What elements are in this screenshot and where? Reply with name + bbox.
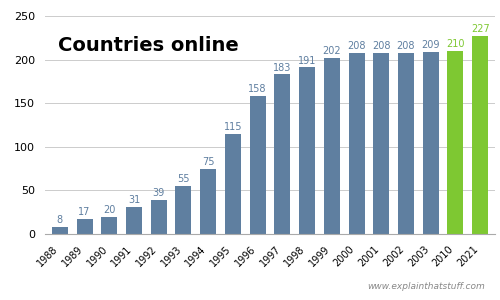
Text: 39: 39 xyxy=(152,188,165,198)
Text: 208: 208 xyxy=(348,41,366,51)
Text: 183: 183 xyxy=(273,63,291,73)
Bar xyxy=(101,217,117,234)
Bar xyxy=(126,207,142,234)
Bar xyxy=(200,169,216,234)
Bar xyxy=(299,68,315,234)
Text: 202: 202 xyxy=(322,46,341,56)
Text: 209: 209 xyxy=(422,40,440,50)
Text: 208: 208 xyxy=(372,41,390,51)
Bar xyxy=(225,134,241,234)
Text: 191: 191 xyxy=(298,56,316,66)
Bar xyxy=(274,74,290,234)
Bar xyxy=(422,52,439,234)
Text: 8: 8 xyxy=(57,215,63,225)
Bar xyxy=(324,58,340,234)
Text: www.explainthatstuff.com: www.explainthatstuff.com xyxy=(367,282,485,291)
Bar xyxy=(373,52,390,234)
Bar xyxy=(150,200,167,234)
Bar xyxy=(448,51,464,234)
Text: 17: 17 xyxy=(78,207,90,218)
Text: 227: 227 xyxy=(471,24,490,34)
Text: 158: 158 xyxy=(248,85,267,94)
Bar xyxy=(398,52,414,234)
Bar xyxy=(250,96,266,234)
Text: 75: 75 xyxy=(202,157,214,167)
Bar xyxy=(52,227,68,234)
Text: Countries online: Countries online xyxy=(58,36,240,55)
Bar xyxy=(176,186,192,234)
Bar xyxy=(76,219,92,234)
Bar xyxy=(348,52,364,234)
Text: 208: 208 xyxy=(396,41,415,51)
Bar xyxy=(472,36,488,234)
Text: 31: 31 xyxy=(128,195,140,205)
Text: 55: 55 xyxy=(177,174,190,184)
Text: 210: 210 xyxy=(446,39,464,49)
Text: 20: 20 xyxy=(103,205,116,215)
Text: 115: 115 xyxy=(224,122,242,132)
